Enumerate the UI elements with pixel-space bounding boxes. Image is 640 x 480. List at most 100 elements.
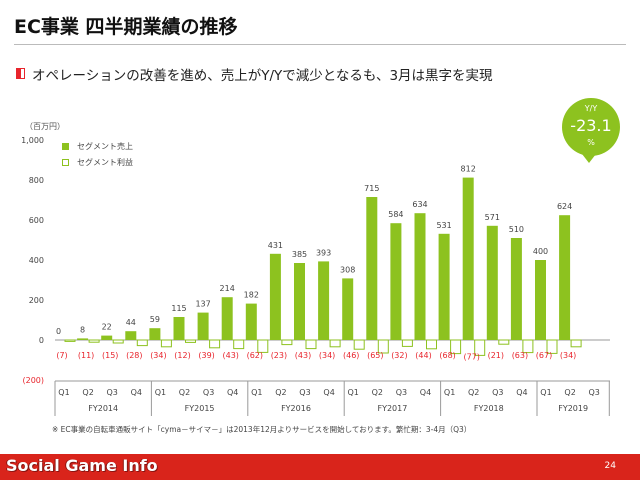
page-number: 24 [604, 461, 616, 471]
sales-value-label: 400 [533, 247, 548, 256]
slide-title: EC事業 四半期業績の推移 [14, 16, 238, 38]
yoy-badge-label: Y/Y [584, 104, 598, 113]
legend-swatch-profit [62, 158, 69, 166]
quarter-label: Q2 [372, 388, 383, 397]
profit-value-label: (63) [512, 351, 528, 360]
profit-bar [136, 339, 148, 347]
profit-value-label: (11) [78, 351, 94, 360]
sales-bar [414, 213, 426, 340]
bar-chart: (200) 0 200 400 600 800 1,000 0 (7) 8 (11) 22 (15) 44… [21, 136, 610, 416]
y-tick-label: (200) [22, 376, 44, 385]
quarter-label: Q4 [323, 388, 334, 397]
profit-bar [546, 339, 558, 354]
profit-bar [570, 339, 582, 348]
fiscal-year-label: FY2019 [558, 404, 588, 413]
unit-label: （百万円） [25, 122, 65, 131]
headline-text: オペレーションの改善を進め、売上がY/Yで減少となるも、3月は黒字を実現 [32, 68, 493, 84]
profit-bar [353, 339, 365, 350]
fiscal-year-label: FY2015 [185, 404, 215, 413]
sales-bar [245, 303, 257, 340]
profit-bar [401, 339, 413, 347]
sales-value-label: 0 [56, 327, 61, 336]
profit-value-label: (65) [367, 351, 383, 360]
quarter-label: Q4 [516, 388, 527, 397]
y-tick-label: 600 [29, 216, 44, 225]
quarter-label: Q4 [131, 388, 142, 397]
sales-bar [221, 297, 233, 340]
sales-bar [486, 225, 498, 340]
quarter-label: Q2 [275, 388, 286, 397]
profit-bar [305, 339, 317, 350]
sales-value-label: 22 [102, 323, 112, 332]
quarter-label: Q4 [420, 388, 431, 397]
profit-bar [64, 339, 76, 342]
profit-bar [209, 339, 221, 349]
sales-bar [294, 263, 305, 340]
y-tick-label: 1,000 [21, 136, 44, 145]
fiscal-year-label: FY2014 [88, 404, 118, 413]
profit-bar [377, 339, 389, 354]
sales-value-label: 431 [268, 241, 283, 250]
quarter-label: Q3 [203, 388, 214, 397]
quarter-label: Q2 [179, 388, 190, 397]
yoy-badge-unit: % [587, 138, 595, 147]
profit-value-label: (32) [391, 351, 407, 360]
fiscal-year-label: FY2018 [474, 404, 504, 413]
sales-value-label: 44 [126, 318, 136, 327]
profit-value-label: (39) [198, 351, 214, 360]
legend-label-sales: セグメント売上 [77, 141, 133, 151]
profit-bar [185, 339, 196, 343]
chart-legend: セグメント売上 セグメント利益 [62, 138, 133, 170]
profit-bar [498, 339, 510, 345]
profit-value-label: (7) [56, 351, 67, 360]
sales-bar [342, 278, 354, 340]
profit-bar [474, 339, 486, 356]
profit-value-label: (43) [222, 351, 238, 360]
sales-value-label: 812 [461, 165, 476, 174]
sales-value-label: 8 [80, 325, 85, 334]
profit-value-label: (21) [488, 351, 504, 360]
profit-value-label: (43) [295, 351, 311, 360]
sales-value-label: 531 [436, 221, 451, 230]
profit-bar [88, 339, 100, 343]
sales-value-label: 634 [412, 200, 427, 209]
sales-value-label: 182 [244, 291, 259, 300]
fiscal-year-label: FY2016 [281, 404, 311, 413]
legend-label-profit: セグメント利益 [77, 157, 133, 167]
sales-value-label: 584 [388, 210, 403, 219]
sales-value-label: 624 [557, 202, 572, 211]
profit-bar [257, 339, 269, 353]
sales-bar [510, 238, 522, 340]
profit-bar [112, 339, 124, 344]
legend-item-sales: セグメント売上 [62, 138, 133, 154]
legend-item-profit: セグメント利益 [62, 154, 133, 170]
y-tick-label: 200 [29, 296, 44, 305]
sales-value-label: 510 [509, 225, 524, 234]
sales-bar [269, 253, 281, 340]
sales-value-label: 214 [220, 284, 235, 293]
bullet-marker-icon [16, 68, 25, 79]
profit-bar [233, 339, 245, 350]
profit-value-label: (34) [150, 351, 166, 360]
sales-bar [197, 312, 209, 340]
y-tick-label: 800 [29, 176, 44, 185]
profit-value-label: (77) [463, 352, 479, 361]
quarter-label: Q2 [468, 388, 479, 397]
sales-value-label: 715 [364, 184, 379, 193]
title-divider [14, 44, 626, 45]
profit-value-label: (28) [126, 351, 142, 360]
quarter-label: Q3 [589, 388, 600, 397]
profit-value-label: (34) [560, 351, 576, 360]
profit-bar [281, 339, 293, 346]
profit-bar [160, 339, 172, 348]
sales-value-label: 115 [171, 304, 186, 313]
quarter-label: Q1 [251, 388, 262, 397]
profit-value-label: (46) [343, 351, 359, 360]
sales-bar [462, 177, 474, 340]
sales-value-label: 137 [195, 300, 210, 309]
sales-value-label: 59 [150, 315, 160, 324]
quarter-label: Q3 [299, 388, 310, 397]
footer-bar [0, 454, 640, 480]
profit-value-label: (15) [102, 351, 118, 360]
sales-bar [366, 197, 378, 340]
